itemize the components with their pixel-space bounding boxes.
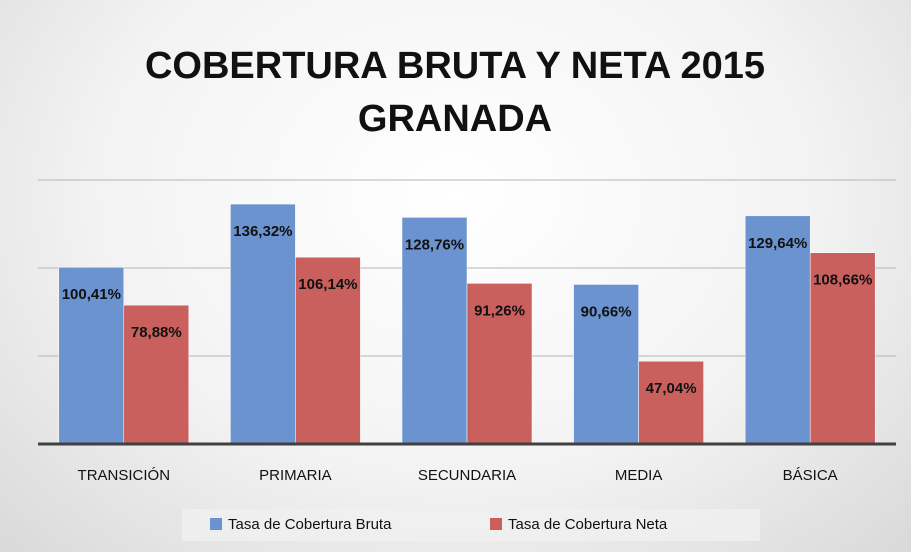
data-label: 129,64% xyxy=(748,235,807,252)
data-label: 91,26% xyxy=(474,302,525,319)
bar xyxy=(573,284,639,445)
legend-label: Tasa de Cobertura Neta xyxy=(508,516,668,533)
bar xyxy=(638,360,704,445)
x-tick-label: SECUNDARIA xyxy=(418,467,516,484)
bar xyxy=(230,203,296,445)
x-tick-label: PRIMARIA xyxy=(259,467,332,484)
bar xyxy=(123,304,190,445)
data-label: 108,66% xyxy=(813,272,872,289)
legend-swatch xyxy=(210,518,222,530)
data-label: 47,04% xyxy=(646,380,697,397)
bar xyxy=(744,215,811,445)
chart-title: COBERTURA BRUTA Y NETA 2015 GRANADA xyxy=(144,45,766,140)
data-label: 90,66% xyxy=(581,303,632,320)
legend-box xyxy=(182,509,760,541)
data-label: 100,41% xyxy=(62,286,121,303)
data-label: 106,14% xyxy=(298,276,357,293)
legend-swatch xyxy=(490,518,502,530)
data-label: 128,76% xyxy=(405,236,464,253)
x-tick-label: TRANSICIÓN xyxy=(78,467,171,484)
x-tick-label: BÁSICA xyxy=(783,467,838,484)
bar xyxy=(401,217,468,445)
bar xyxy=(809,252,876,445)
x-tick-label: MEDIA xyxy=(615,467,663,484)
legend-label: Tasa de Cobertura Bruta xyxy=(228,516,392,533)
data-label: 78,88% xyxy=(131,324,182,341)
data-label: 136,32% xyxy=(233,223,292,240)
